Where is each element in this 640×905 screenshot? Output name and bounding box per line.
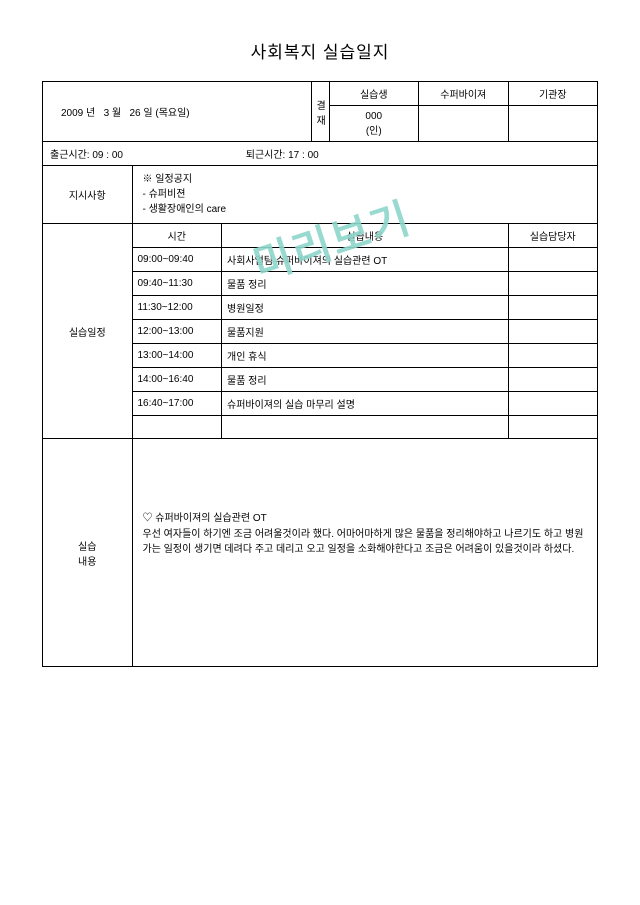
schedule-time: 14:00~16:40	[132, 368, 222, 392]
schedule-content: 물품 정리	[222, 368, 509, 392]
in-time-label: 출근시간:	[50, 150, 90, 161]
schedule-header-content: 실습내용	[222, 224, 509, 248]
out-time-value: 17 : 00	[288, 150, 319, 161]
schedule-person	[508, 272, 598, 296]
schedule-time: 09:40~11:30	[132, 272, 222, 296]
approval-col0-sign: 000 (인)	[329, 106, 419, 142]
schedule-person	[508, 368, 598, 392]
schedule-time: 09:00~09:40	[132, 248, 222, 272]
schedule-person	[508, 296, 598, 320]
schedule-person	[508, 320, 598, 344]
approval-col0-head: 실습생	[329, 82, 419, 106]
schedule-time: 13:00~14:00	[132, 344, 222, 368]
approval-label: 결 재	[311, 82, 329, 142]
month-value: 3	[104, 108, 110, 119]
weekday: (목요일)	[155, 108, 189, 119]
content-body: ♡ 슈퍼바이져의 실습관련 OT 우선 여자들이 하기엔 조금 어려울것이라 했…	[132, 439, 598, 667]
schedule-content: 개인 휴식	[222, 344, 509, 368]
schedule-time: 11:30~12:00	[132, 296, 222, 320]
instructions-body: ※ 일정공지 - 슈퍼비젼 - 생활장애인의 care	[132, 166, 598, 224]
schedule-header-time: 시간	[132, 224, 222, 248]
schedule-person	[508, 344, 598, 368]
schedule-time: 12:00~13:00	[132, 320, 222, 344]
out-time-label: 퇴근시간:	[246, 150, 286, 161]
instructions-label: 지시사항	[43, 166, 133, 224]
approval-col2-sign	[508, 106, 598, 142]
approval-col1-sign	[419, 106, 509, 142]
log-table: 2009 년 3 월 26 일 (목요일) 결 재 실습생 수퍼바이져 기관장 …	[42, 81, 598, 667]
content-label: 실습 내용	[43, 439, 133, 667]
schedule-content	[222, 416, 509, 439]
schedule-content: 병원일정	[222, 296, 509, 320]
schedule-content: 슈퍼바이져의 실습 마무리 설명	[222, 392, 509, 416]
month-label: 월	[112, 108, 121, 119]
day-label: 일	[143, 108, 152, 119]
schedule-header-person: 실습담당자	[508, 224, 598, 248]
year-label: 년	[86, 108, 95, 119]
year-value: 2009	[61, 108, 83, 119]
schedule-person	[508, 248, 598, 272]
schedule-content: 물품 정리	[222, 272, 509, 296]
schedule-person	[508, 392, 598, 416]
page-title: 사회복지 실습일지	[42, 38, 598, 63]
schedule-person	[508, 416, 598, 439]
schedule-time: 16:40~17:00	[132, 392, 222, 416]
approval-col1-head: 수퍼바이져	[419, 82, 509, 106]
schedule-label: 실습일정	[43, 224, 133, 439]
day-value: 26	[129, 108, 140, 119]
schedule-time	[132, 416, 222, 439]
time-row: 출근시간: 09 : 00 퇴근시간: 17 : 00	[43, 142, 598, 166]
schedule-content: 사회사업팀 슈퍼바이져의 실습관련 OT	[222, 248, 509, 272]
schedule-content: 물품지원	[222, 320, 509, 344]
date-cell: 2009 년 3 월 26 일 (목요일)	[43, 82, 312, 142]
approval-col2-head: 기관장	[508, 82, 598, 106]
in-time-value: 09 : 00	[92, 150, 123, 161]
